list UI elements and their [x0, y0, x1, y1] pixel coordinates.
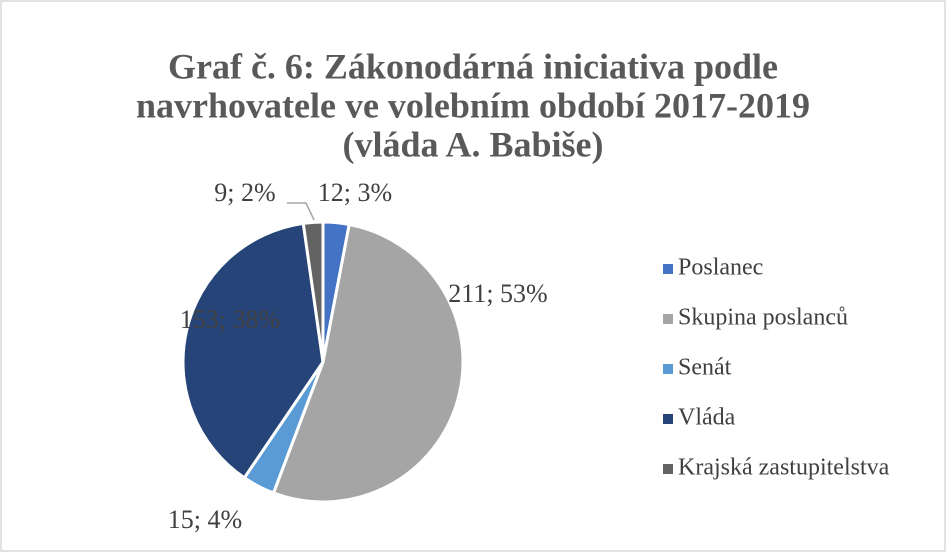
pie-slice — [301, 220, 325, 363]
legend-label: Poslanec — [678, 255, 763, 281]
legend-swatch — [663, 364, 673, 374]
data-label: 15; 4% — [168, 505, 242, 534]
legend-swatch — [663, 414, 673, 424]
chart-title: (vláda A. Babiše) — [342, 124, 603, 164]
data-label: 153; 38% — [180, 305, 280, 334]
legend-label: Krajská zastupitelstva — [678, 455, 890, 481]
pie-slice — [271, 222, 465, 504]
chart-title: Graf č. 6: Zákonodárná iniciativa podle — [168, 46, 778, 86]
legend-label: Skupina poslanců — [678, 305, 848, 331]
legend-swatch — [663, 464, 673, 474]
legend-label: Vláda — [678, 405, 736, 431]
legend-label: Senát — [678, 355, 732, 381]
legend-swatch — [663, 264, 673, 274]
data-label: 211; 53% — [448, 279, 547, 308]
leader-line — [287, 202, 315, 221]
pie-slice — [181, 221, 325, 480]
data-label: 12; 3% — [318, 178, 392, 207]
chart-title: navrhovatele ve volebním období 2017-201… — [136, 85, 810, 125]
legend-swatch — [663, 314, 673, 324]
data-label: 9; 2% — [214, 178, 275, 207]
